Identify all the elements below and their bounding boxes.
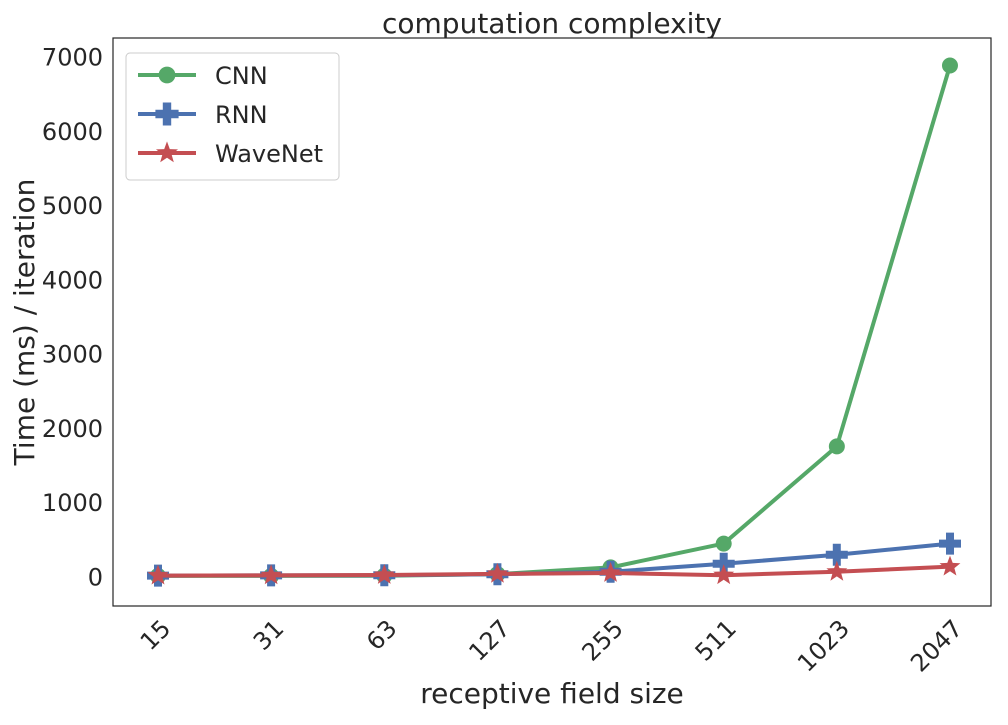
y-axis-title: Time (ms) / iteration: [8, 179, 41, 467]
legend: CNN RNN WaveNet: [125, 52, 340, 181]
y-tick-label: 6000: [42, 118, 103, 146]
data-point-wavenet: [826, 560, 848, 581]
y-tick-label: 2000: [42, 415, 103, 443]
data-point-wavenet: [147, 564, 169, 585]
y-tick-label: 3000: [42, 341, 103, 369]
y-tick-label: 4000: [42, 266, 103, 294]
data-point-rnn: [712, 552, 735, 575]
x-tick-label: 2047: [905, 614, 968, 677]
series-lines: [147, 57, 961, 587]
legend-label-rnn: RNN: [215, 101, 268, 129]
data-point-rnn: [825, 543, 848, 566]
x-axis-title: receptive field size: [420, 677, 684, 710]
x-tick-label: 511: [690, 614, 742, 666]
data-point-wavenet: [373, 564, 395, 584]
data-point-cnn: [828, 438, 845, 455]
chart-title: computation complexity: [382, 7, 722, 40]
data-point-cnn: [941, 57, 958, 74]
x-tick-label: 127: [463, 614, 515, 666]
series-wavenet: [147, 555, 961, 585]
legend-label-cnn: CNN: [215, 62, 268, 90]
x-tick-label: 63: [361, 614, 402, 655]
data-point-wavenet: [260, 564, 282, 585]
x-tick-label: 1023: [792, 614, 855, 677]
series-line-wavenet: [156, 564, 952, 578]
legend-marker-wavenet: [156, 141, 178, 163]
legend-label-wavenet: WaveNet: [215, 140, 323, 168]
data-point-wavenet: [487, 562, 508, 583]
x-tick-label: 31: [248, 614, 289, 655]
legend-marker-rnn: [155, 102, 179, 126]
y-tick-label: 5000: [42, 192, 103, 220]
y-tick-label: 7000: [42, 44, 103, 72]
x-axis-ticks: 15 31 63 127 255 511 1023 2047: [135, 614, 968, 677]
data-point-cnn: [715, 535, 732, 552]
legend-item-wavenet: WaveNet: [138, 140, 323, 168]
x-tick-label: 15: [135, 614, 176, 655]
x-tick-label: 255: [577, 614, 629, 666]
legend-item-cnn: CNN: [138, 62, 268, 90]
y-tick-label: 0: [88, 563, 103, 591]
legend-item-rnn: RNN: [138, 101, 268, 129]
data-point-wavenet: [713, 564, 735, 585]
y-tick-label: 1000: [42, 489, 103, 517]
data-point-wavenet: [600, 562, 621, 582]
legend-box: [125, 52, 340, 181]
data-point-rnn: [939, 532, 961, 555]
legend-marker-cnn: [158, 66, 176, 84]
y-axis-ticks: 0 1000 2000 3000 4000 5000 6000 7000: [42, 44, 103, 592]
data-point-wavenet: [939, 555, 961, 576]
